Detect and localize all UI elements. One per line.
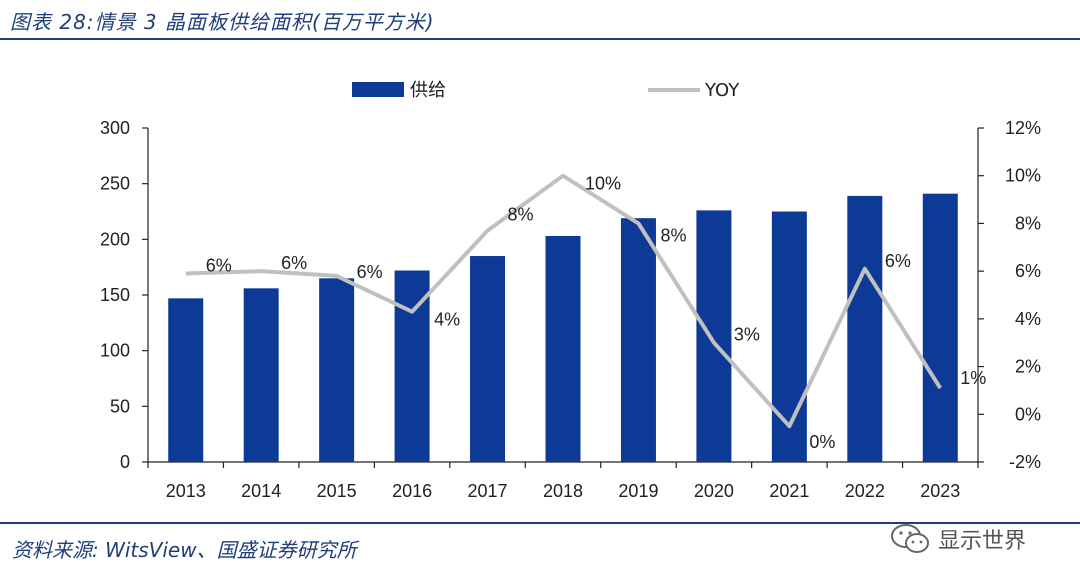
bar (696, 210, 732, 462)
left-tick-label: 250 (100, 174, 130, 194)
watermark: 显示世界 (890, 522, 1026, 556)
yoy-line (185, 173, 942, 429)
chart-title: 图表 28:情景 3 晶面板供给面积(百万平方米) (10, 10, 435, 34)
yoy-data-label: 4% (434, 310, 460, 330)
yoy-data-label: 8% (660, 225, 686, 245)
bar (470, 256, 506, 462)
legend-bar-label: 供给 (410, 80, 446, 101)
right-tick-label: 8% (1015, 213, 1041, 233)
yoy-data-label: 6% (885, 251, 911, 271)
bars (168, 193, 958, 463)
bar (771, 211, 807, 462)
bar (847, 195, 883, 462)
left-tick-label: 50 (110, 396, 130, 416)
x-tick-label: 2014 (241, 481, 281, 501)
x-tick-label: 2020 (694, 481, 734, 501)
bar (620, 218, 656, 462)
yoy-data-label: 6% (206, 256, 232, 276)
bar (922, 193, 958, 463)
x-tick-label: 2023 (920, 481, 960, 501)
left-tick-label: 300 (100, 118, 130, 138)
data-labels: 6% 6% 6% 4% 8% 10% 8% 3% 0% 6% 1% (206, 174, 987, 453)
x-tick-label: 2013 (166, 481, 206, 501)
bar (168, 298, 204, 462)
legend: 供给 YOY (352, 80, 740, 101)
x-tick-label: 2018 (543, 481, 583, 501)
yoy-data-label: 1% (960, 368, 986, 388)
wechat-icon (891, 524, 929, 553)
x-tick-label: 2017 (468, 481, 508, 501)
right-tick-label: -2% (1009, 452, 1041, 472)
yoy-data-label: 8% (508, 205, 534, 225)
left-tick-label: 0 (120, 452, 130, 472)
left-tick-label: 150 (100, 285, 130, 305)
watermark-text: 显示世界 (938, 529, 1027, 554)
axes: 0 50 100 150 200 250 300 -2% 0% 2% 4% 6% 8% 10% 12% 201… (100, 118, 1041, 501)
source-note: 资料来源: WitsView、国盛证券研究所 (12, 538, 357, 562)
right-tick-label: 4% (1015, 309, 1041, 329)
legend-line-label: YOY (704, 80, 740, 101)
legend-bar-swatch (352, 82, 404, 97)
chart: 供给 YOY 0 50 100 150 200 250 300 -2% 0% 2% 4% 6% 8% 10%… (100, 80, 1041, 501)
x-tick-label: 2016 (392, 481, 432, 501)
x-tick-label: 2021 (769, 481, 809, 501)
yoy-data-label: 10% (585, 174, 621, 194)
bar (319, 278, 355, 462)
bar (243, 288, 279, 462)
right-tick-label: 2% (1015, 357, 1041, 377)
yoy-data-label: 0% (809, 432, 835, 452)
yoy-data-label: 6% (281, 253, 307, 273)
left-tick-label: 200 (100, 229, 130, 249)
x-tick-label: 2022 (845, 481, 885, 501)
x-tick-label: 2015 (317, 481, 357, 501)
yoy-data-label: 3% (734, 325, 760, 345)
right-tick-label: 10% (1005, 166, 1041, 186)
right-tick-label: 6% (1015, 261, 1041, 281)
bar (545, 235, 581, 462)
yoy-data-label: 6% (357, 262, 383, 282)
yoy-series-line (185, 173, 942, 429)
bottom-rule (0, 522, 1080, 524)
top-rule (0, 38, 1080, 40)
bar (394, 270, 430, 462)
x-tick-label: 2019 (618, 481, 658, 501)
right-tick-label: 12% (1005, 118, 1041, 138)
left-tick-label: 100 (100, 341, 130, 361)
right-tick-label: 0% (1015, 404, 1041, 424)
